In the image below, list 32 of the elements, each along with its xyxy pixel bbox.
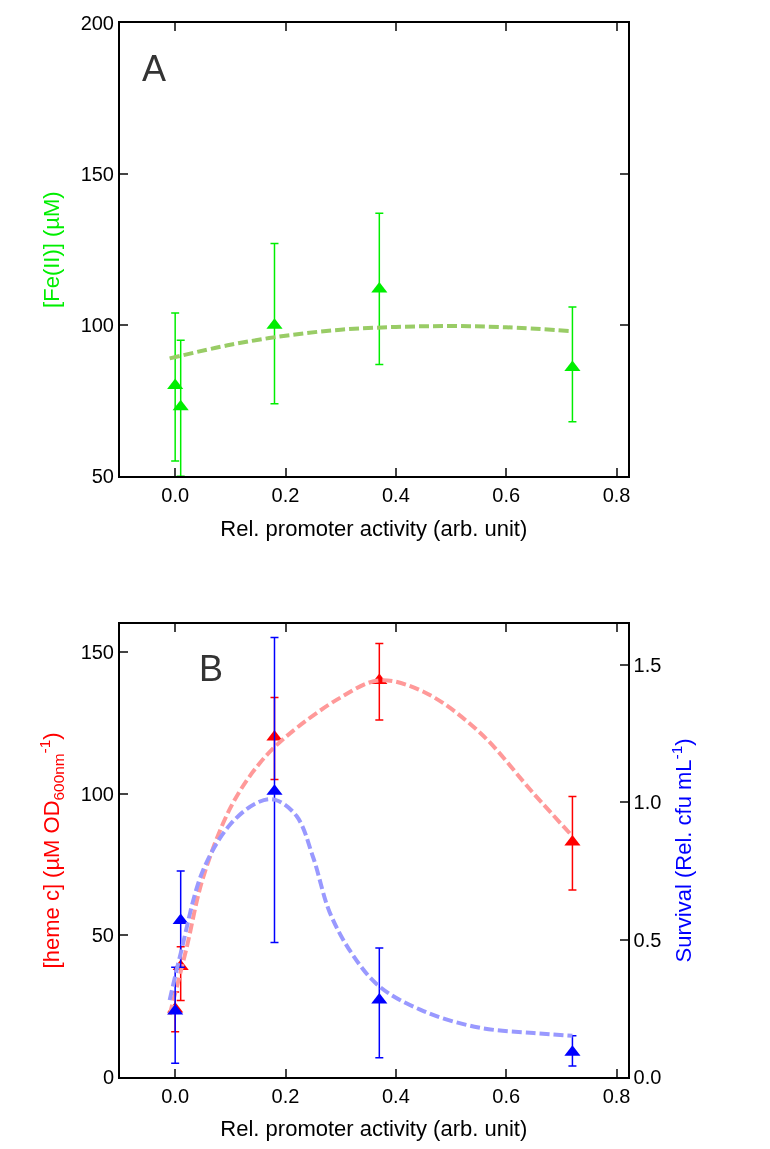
y-axis-title: [Fe(II)] (µM) — [38, 191, 64, 308]
x-tick-label: 0.6 — [492, 1085, 521, 1107]
point — [167, 378, 184, 390]
x-tick-label: 0.4 — [381, 1085, 410, 1107]
point — [371, 281, 388, 293]
x-tick-label: 0.0 — [161, 1085, 190, 1107]
line-series — [167, 797, 575, 1038]
y2-tick-label: 0.0 — [633, 1066, 662, 1088]
x-tick-label: 0.2 — [271, 1085, 300, 1107]
annotation: A — [142, 48, 167, 89]
y-tick-label: 50 — [91, 465, 114, 488]
y-tick-label: 150 — [80, 163, 114, 186]
point — [564, 834, 581, 846]
y-tick-label: 100 — [80, 314, 114, 337]
annotation: B — [199, 648, 224, 689]
y-tick-label: 50 — [91, 924, 114, 947]
x-tick-label: 0.0 — [161, 484, 190, 507]
y-tick-label: 200 — [80, 12, 114, 34]
x-tick-label: 0.8 — [602, 484, 631, 507]
x-tick-label: 0.6 — [492, 484, 521, 507]
x-axis-title: Rel. promoter activity (arb. unit) — [220, 1116, 528, 1142]
x-axis-title: Rel. promoter activity (arb. unit) — [220, 515, 528, 541]
point — [172, 399, 189, 411]
x-tick-label: 0.2 — [271, 484, 300, 507]
y2-tick-label: 0.5 — [633, 928, 662, 951]
y2-tick-label: 1.0 — [633, 791, 662, 814]
y-tick-label: 0 — [102, 1066, 114, 1088]
x-tick-label: 0.4 — [381, 484, 410, 507]
y-tick-label: 100 — [80, 782, 114, 805]
y-tick-label: 150 — [80, 641, 114, 664]
y2-tick-label: 1.5 — [633, 653, 662, 676]
x-tick-label: 0.8 — [602, 1085, 631, 1107]
